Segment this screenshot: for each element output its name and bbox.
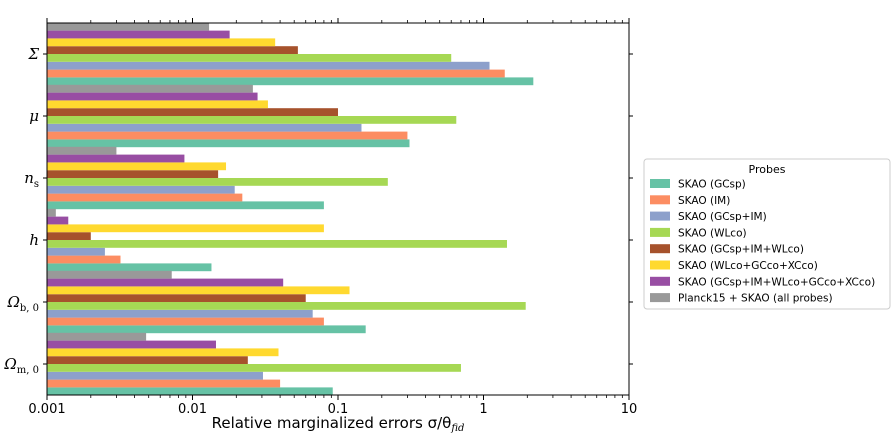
legend: Probes SKAO (GCsp) SKAO (IM) SKAO (GCsp+IM… [643,158,891,310]
ticks-layer: Σμ ns h Ωb, 0 Ωm, 0 0.001 0.01 0.1 1 10 [3,18,637,417]
bar [47,162,227,171]
bar [47,255,121,264]
legend-title: Probes [749,163,786,176]
y-tick-label: ns [24,169,39,190]
bar [47,100,268,109]
bar [47,170,219,178]
x-tick-label: 0.001 [28,402,65,417]
legend-swatch [650,211,670,221]
bar [47,332,147,341]
x-axis-title: Relative marginalized errors σ/θfid [212,414,465,433]
bar [47,247,105,256]
bar [47,317,324,326]
bar [47,379,281,388]
bar [47,356,248,364]
bar [47,30,230,39]
bar [47,131,408,140]
bar [47,146,117,155]
bar [47,69,505,78]
bar [47,240,507,248]
legend-swatch [650,179,670,188]
bar [47,294,306,302]
bar [47,116,457,124]
bar [47,178,388,186]
y-tick-label: Ωb, 0 [6,293,39,314]
bar [47,77,534,86]
bar [47,185,235,194]
bar [47,302,526,310]
bar [47,92,258,101]
x-tick-label: 0.01 [178,402,207,417]
bar [47,54,452,62]
legend-label: SKAO (GCsp+IM+WLco+GCco+XCco) [678,276,875,288]
legend-label: Planck15 + SKAO (all probes) [678,293,833,305]
legend-label: SKAO (GCsp+IM+WLco) [678,244,804,256]
legend-swatch [650,227,670,237]
legend-swatch [650,195,670,205]
x-tick-label: 0.1 [328,402,349,417]
bar [47,309,313,318]
bar [47,348,279,357]
y-tick-label: Ωm, 0 [3,355,39,376]
bar [47,286,350,295]
bar [47,325,366,334]
legend-label: SKAO (WLco+GCco+XCco) [678,260,818,272]
bar [47,270,172,279]
bar [47,278,284,287]
bar [47,387,333,396]
bar [47,232,91,240]
bar [47,364,461,372]
bar [47,108,338,116]
legend-swatch [650,276,670,286]
legend-items: SKAO (GCsp) SKAO (IM) SKAO (GCsp+IM) SKAO (… [650,179,875,305]
legend-label: SKAO (GCsp) [678,179,746,191]
bar [47,123,362,132]
bar [47,193,243,202]
y-tick-label: Σ [27,45,39,63]
legend-frame [643,158,891,310]
bar [47,224,324,233]
bar [47,61,490,70]
bar [47,340,216,349]
bar [47,263,212,272]
bars-layer [47,22,534,396]
bar [47,38,276,47]
bar [47,216,69,225]
y-tick-label: h [29,231,39,249]
legend-label: SKAO (WLco) [678,227,747,239]
legend-label: SKAO (IM) [678,195,730,207]
bar [47,84,253,93]
legend-label: SKAO (GCsp+IM) [678,211,767,223]
legend-swatch [650,244,670,254]
x-tick-label: 1 [479,402,487,417]
bar [47,208,56,217]
legend-swatch [650,293,670,303]
bar [47,154,185,163]
bar [47,22,210,31]
legend-swatch [650,260,670,270]
bar [47,139,410,148]
bar [47,201,324,210]
x-tick-label: 10 [621,402,638,417]
bar [47,371,263,380]
bar [47,46,298,54]
y-tick-label: μ [29,107,39,125]
